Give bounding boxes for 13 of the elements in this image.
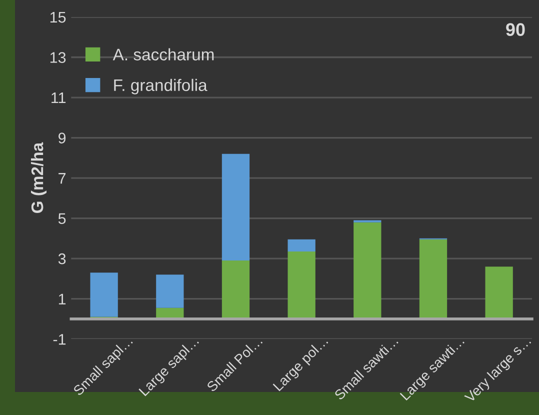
y-tick-label: 5 bbox=[58, 213, 66, 224]
legend-label: F. grandifolia bbox=[114, 78, 208, 94]
y-axis-title: G (m2/ha bbox=[30, 142, 47, 214]
y-tick-label: 11 bbox=[52, 92, 66, 104]
y-tick-label: -1 bbox=[53, 334, 66, 345]
y-tick-label: 15 bbox=[50, 12, 66, 23]
y-tick-label: 9 bbox=[58, 132, 66, 144]
legend-label: A. saccharum bbox=[112, 48, 214, 60]
y-tick-label: 3 bbox=[58, 253, 66, 264]
y-tick-label: 7 bbox=[58, 173, 66, 184]
y-tick-label: 1 bbox=[58, 294, 66, 304]
annotation: 90 bbox=[506, 23, 525, 36]
y-tick-label: 13 bbox=[50, 52, 66, 63]
